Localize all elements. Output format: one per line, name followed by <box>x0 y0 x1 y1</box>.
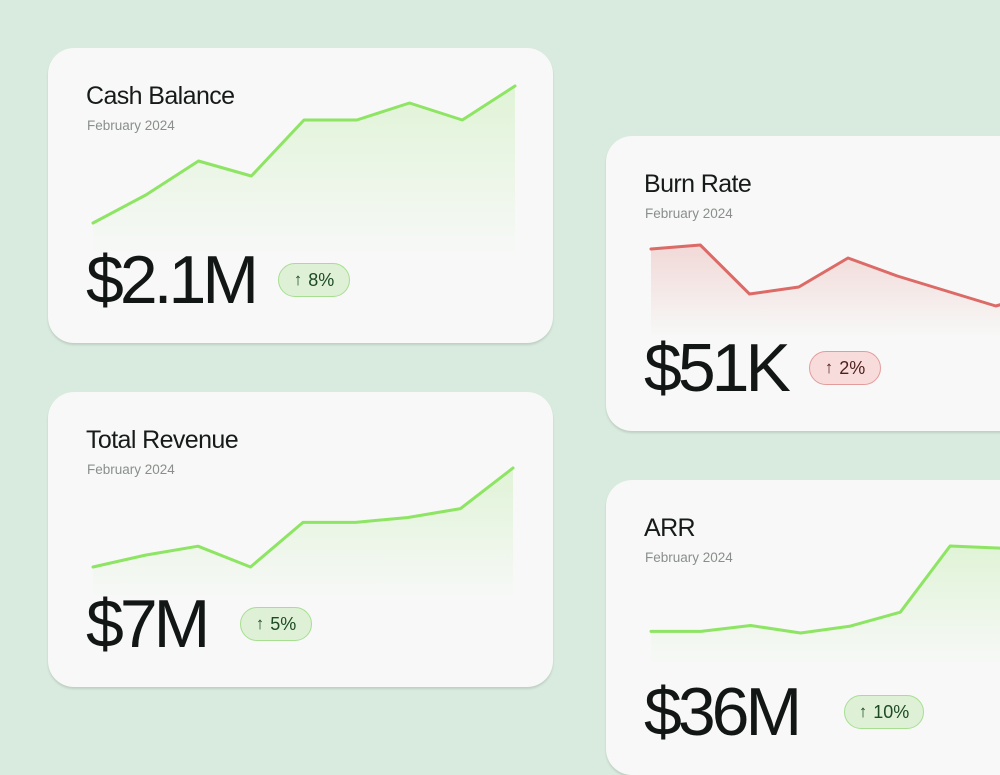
card-burn-rate[interactable]: Burn Rate February 2024 $51K ↑ 2% <box>606 136 1000 431</box>
card-date: February 2024 <box>87 462 175 477</box>
arrow-up-icon: ↑ <box>255 614 265 633</box>
card-date: February 2024 <box>645 206 733 221</box>
arrow-up-icon: ↑ <box>858 702 868 721</box>
change-badge: ↑ 2% <box>809 351 881 385</box>
card-title: Cash Balance <box>86 82 235 110</box>
sparkline-line <box>649 243 1000 308</box>
card-date: February 2024 <box>645 550 733 565</box>
card-value: $51K <box>644 330 791 406</box>
card-value: $7M <box>86 586 210 662</box>
change-value: 8% <box>308 269 335 290</box>
sparkline-area <box>651 546 1000 663</box>
card-value: $2.1M <box>86 242 259 318</box>
sparkline-line <box>649 544 1000 635</box>
sparkline-chart <box>91 84 517 253</box>
arrow-up-icon: ↑ <box>824 358 834 377</box>
card-title: Total Revenue <box>86 426 239 454</box>
card-value: $36M <box>644 674 802 750</box>
card-date: February 2024 <box>87 118 175 133</box>
change-badge: ↑ 5% <box>240 607 312 641</box>
sparkline-line <box>91 84 517 225</box>
change-value: 10% <box>873 701 910 722</box>
card-cash-balance[interactable]: Cash Balance February 2024 $2.1M ↑ 8% <box>48 48 553 343</box>
sparkline-area <box>93 86 515 253</box>
card-title: Burn Rate <box>644 170 752 198</box>
card-total-revenue[interactable]: Total Revenue February 2024 $7M ↑ 5% <box>48 392 553 687</box>
sparkline-chart <box>649 243 1000 336</box>
sparkline-area <box>93 468 513 597</box>
change-value: 2% <box>839 357 866 378</box>
card-title: ARR <box>644 514 696 542</box>
card-arr[interactable]: ARR February 2024 $36M ↑ 10% <box>606 480 1000 775</box>
sparkline-chart <box>649 544 1000 663</box>
sparkline-line <box>91 466 515 569</box>
arrow-up-icon: ↑ <box>293 270 303 289</box>
change-badge: ↑ 8% <box>278 263 350 297</box>
sparkline-chart <box>91 466 515 597</box>
change-value: 5% <box>270 613 297 634</box>
sparkline-area <box>651 245 1000 336</box>
change-badge: ↑ 10% <box>844 695 924 729</box>
